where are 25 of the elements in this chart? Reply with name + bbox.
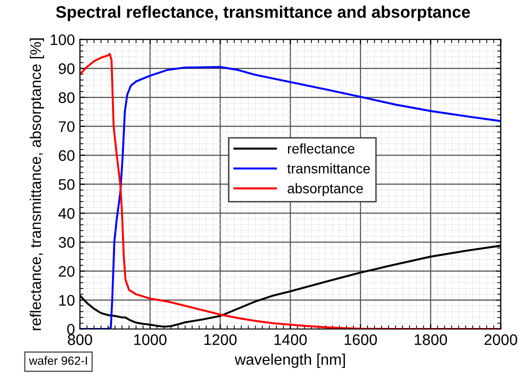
y-tick-label: 90 [58,63,74,74]
y-tick-label: 100 [50,34,74,46]
x-tick-label: 1600 [344,334,377,346]
x-tick-label: 800 [68,334,92,346]
y-tick-label: 40 [58,208,74,219]
y-axis-title: reflectance, transmittance, absorptance [%] [30,38,44,330]
y-tick-label: 30 [58,237,74,248]
x-axis-title: wavelength [nm] [234,354,345,368]
legend-label: transmittance [287,163,370,174]
x-tick-label: 2000 [484,334,518,346]
y-tick-label: 20 [58,266,74,277]
text: wafer 962-I [28,356,87,365]
legend-label: reflectance [288,143,354,154]
x-tick-label: 1400 [274,334,307,346]
y-tick-label: 60 [58,150,74,161]
y-tick-label: 0 [67,324,74,335]
y-tick-label: 80 [58,92,74,104]
chart-title: Spectral reflectance, transmittance and absorptance [56,6,470,22]
y-tick-label: 70 [58,121,74,132]
x-tick-label: 1000 [134,334,166,346]
y-tick-label: 50 [58,179,74,190]
legend-label: absorptance [288,183,363,196]
y-tick-label: 10 [59,294,74,306]
x-tick-label: 1800 [414,334,448,346]
x-tick-label: 1200 [204,334,237,346]
